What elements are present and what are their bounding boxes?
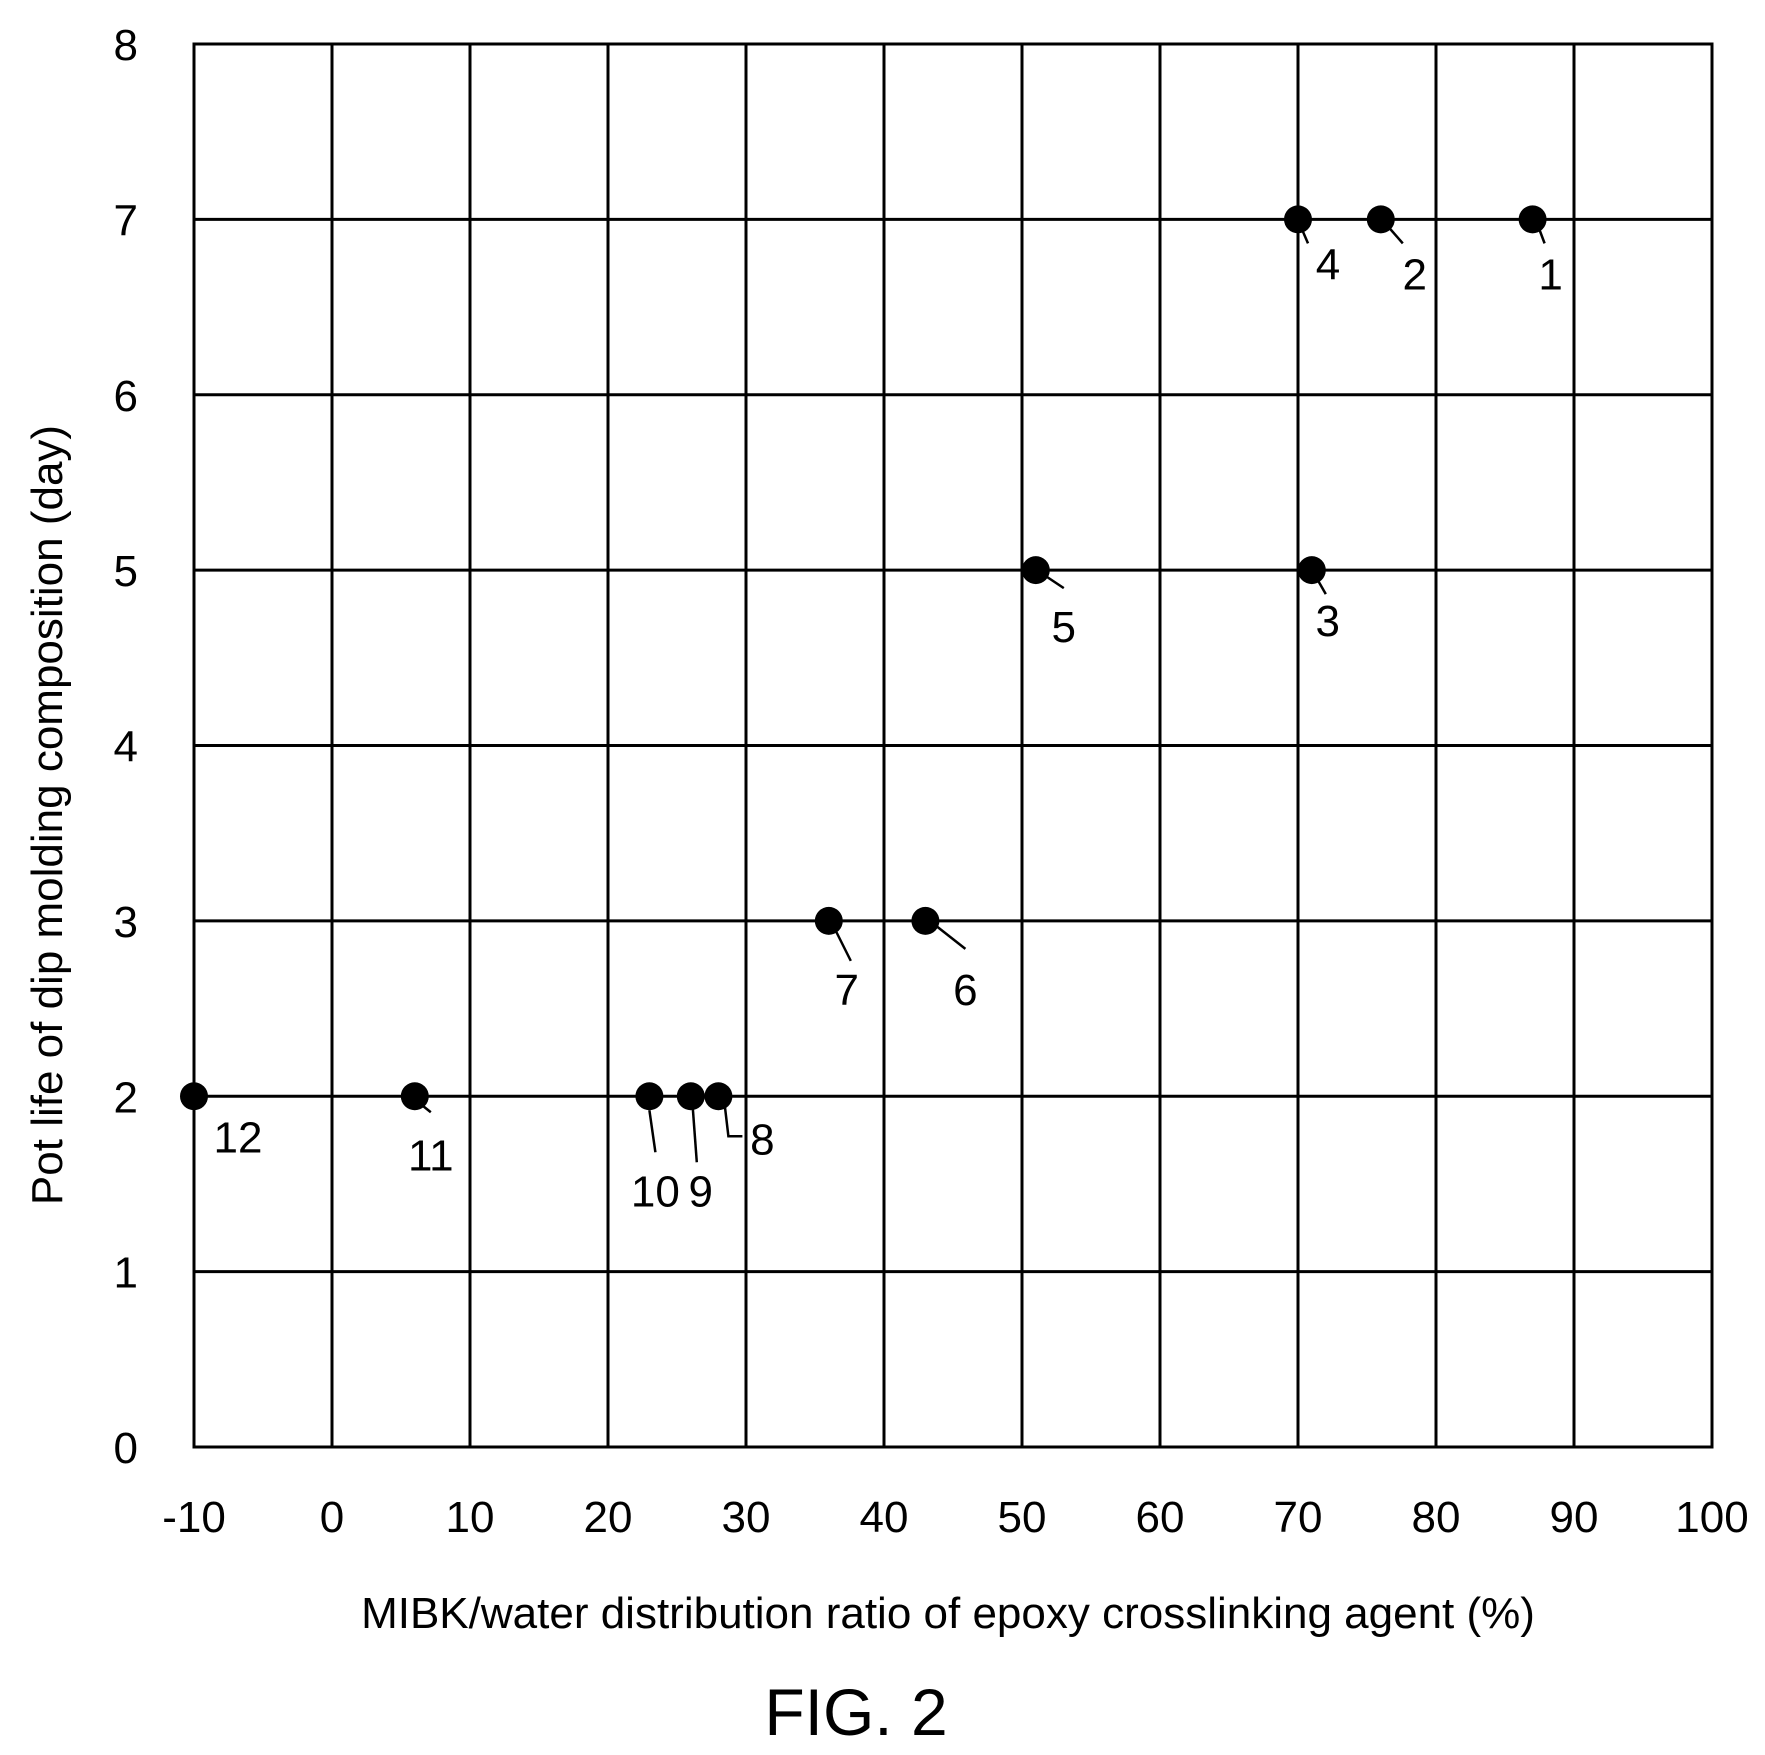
data-point-12 (180, 1082, 208, 1111)
point-label-4: 4 (1316, 240, 1340, 289)
data-point-2 (1366, 205, 1395, 234)
point-label-9: 9 (689, 1167, 713, 1216)
point-leader-10 (648, 1110, 657, 1153)
y-axis-title: Pot life of dip molding composition (day… (23, 425, 72, 1205)
plot-frame (192, 42, 1714, 1449)
y-tick-label: 4 (114, 723, 138, 772)
point-leader-6 (936, 925, 967, 950)
data-point-10 (635, 1082, 664, 1111)
data-point-8 (704, 1082, 733, 1111)
plot-border (192, 42, 1714, 1449)
point-leader-lines (420, 226, 1546, 1163)
y-tick-label: 1 (114, 1249, 138, 1298)
data-point-1 (1518, 205, 1547, 234)
x-tick-label: 10 (446, 1493, 495, 1542)
x-tick-label: 70 (1274, 1493, 1323, 1542)
point-leader-5 (1045, 575, 1065, 590)
x-axis-title: MIBK/water distribution ratio of epoxy c… (361, 1589, 1535, 1638)
x-tick-label: 40 (860, 1493, 909, 1542)
x-tick-label: 20 (584, 1493, 633, 1542)
data-point-11 (400, 1082, 429, 1111)
y-tick-label: 6 (114, 372, 138, 421)
x-tick-label: 30 (722, 1493, 771, 1542)
data-point-5 (1021, 556, 1050, 585)
data-point-6 (911, 906, 940, 935)
point-label-5: 5 (1052, 603, 1076, 652)
x-tick-label: 0 (320, 1493, 344, 1542)
point-label-3: 3 (1316, 597, 1340, 646)
point-label-8: 8 (750, 1115, 774, 1164)
x-tick-label: 50 (998, 1493, 1047, 1542)
point-label-1: 1 (1538, 250, 1562, 299)
point-label-7: 7 (835, 966, 859, 1015)
x-tick-label: 100 (1675, 1493, 1748, 1542)
grid (192, 42, 1714, 1449)
y-tick-label: 2 (114, 1073, 138, 1122)
y-tick-label: 7 (114, 196, 138, 245)
point-leader-7 (833, 928, 852, 962)
y-tick-label: 5 (114, 547, 138, 596)
y-tick-label: 0 (114, 1424, 138, 1473)
data-point-3 (1297, 556, 1326, 585)
data-point-4 (1284, 205, 1312, 234)
x-axis-tick-labels: -10 0 10 20 30 40 50 60 70 80 90 100 (162, 1493, 1749, 1542)
point-label-2: 2 (1403, 250, 1427, 299)
point-label-11: 11 (408, 1131, 454, 1180)
x-tick-label: 60 (1136, 1493, 1185, 1542)
data-point-9 (676, 1082, 705, 1111)
point-leader-2 (1387, 226, 1404, 245)
point-label-12: 12 (214, 1113, 263, 1162)
x-tick-label: 80 (1412, 1493, 1461, 1542)
point-leader-3 (1316, 579, 1327, 595)
x-tick-label: 90 (1550, 1493, 1599, 1542)
data-point-7 (814, 906, 843, 935)
point-leader-9 (691, 1108, 699, 1163)
y-tick-label: 8 (114, 21, 138, 70)
point-label-6: 6 (953, 966, 977, 1015)
x-tick-label: -10 (162, 1493, 226, 1542)
data-points (180, 205, 1547, 1111)
point-leader-8 (723, 1102, 743, 1138)
y-axis-tick-labels: 0 1 2 3 4 5 6 7 8 (114, 21, 138, 1473)
figure-caption: FIG. 2 (764, 1675, 947, 1749)
point-label-10: 10 (631, 1167, 680, 1216)
y-tick-label: 3 (114, 898, 138, 947)
